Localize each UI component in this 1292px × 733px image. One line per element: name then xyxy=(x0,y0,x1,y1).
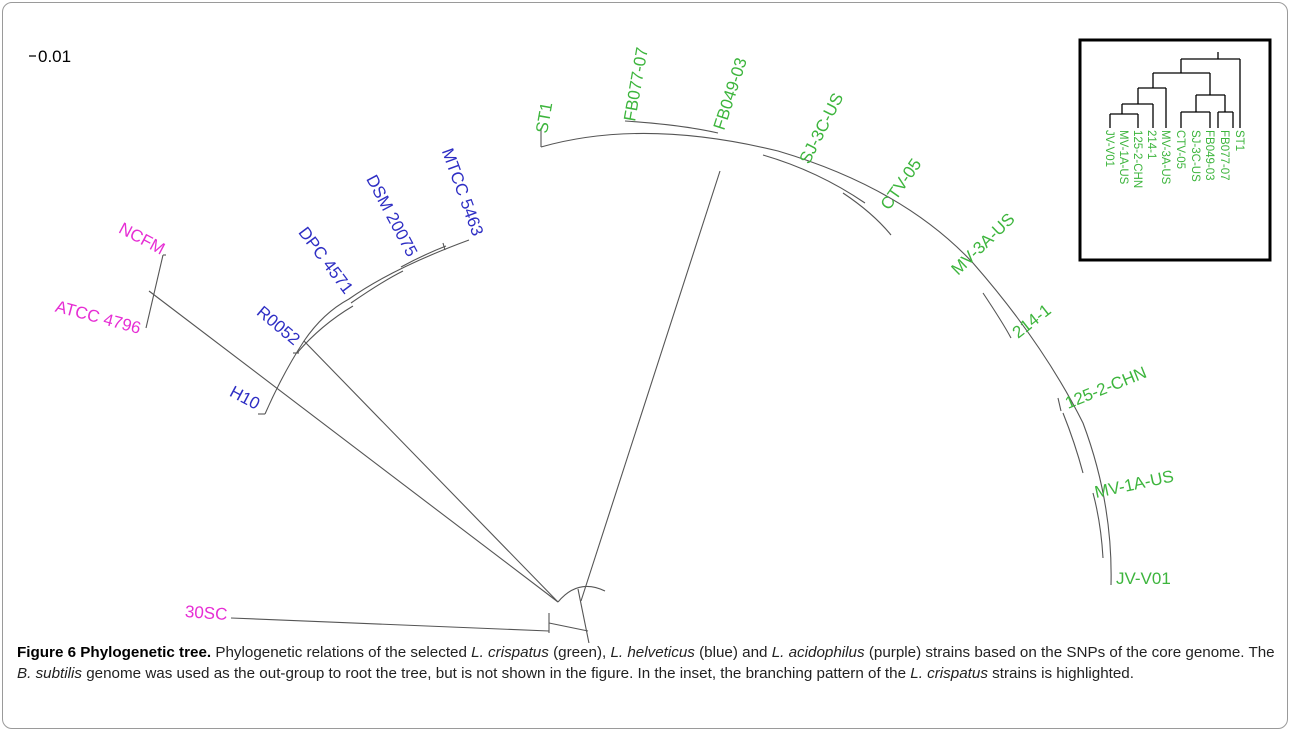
branch-125-stub xyxy=(1057,397,1062,412)
crispatus-inner-arc-4 xyxy=(982,292,1012,339)
inset-leaf: MV-1A-US xyxy=(1117,130,1129,185)
branch-helveticus xyxy=(303,340,559,603)
helveticus-arc xyxy=(264,239,470,415)
crispatus-inner-arc-3 xyxy=(842,192,892,236)
leaf-h10: H10 xyxy=(227,382,263,413)
acidophilus-arc xyxy=(145,254,164,329)
leaf-mv-3a-us: MV-3A-US xyxy=(948,209,1019,278)
leaf-214-1: 214-1 xyxy=(1009,300,1055,342)
leaf-fb049-03: FB049-03 xyxy=(710,55,751,132)
branch-30sc-link xyxy=(548,622,589,632)
figure-caption: Figure 6 Phylogenetic tree. Phylogenetic… xyxy=(17,642,1279,684)
leaf-ncfm: NCFM xyxy=(116,219,168,259)
helveticus-sub-arc-2 xyxy=(350,270,404,304)
leaf-st1: ST1 xyxy=(532,101,556,135)
caption-text: strains is highlighted. xyxy=(987,665,1134,682)
inset-dendrogram: JV-V01 MV-1A-US 125-2-CHN 214-1 MV-3A-US… xyxy=(1078,38,1272,262)
species-name: L. crispatus xyxy=(471,644,549,661)
branch-acidophilus xyxy=(148,290,559,603)
branch-30sc xyxy=(230,617,550,632)
species-name: L. crispatus xyxy=(910,665,988,682)
leaf-125-2-chn: 125-2-CHN xyxy=(1062,363,1149,413)
leaf-mtcc-5463: MTCC 5463 xyxy=(438,146,487,239)
inset-leaf: CTV-05 xyxy=(1174,130,1186,169)
helveticus-sub-arc-1 xyxy=(296,305,354,354)
leaf-mv-1a-us: MV-1A-US xyxy=(1093,467,1175,502)
inset-leaf: FB077-07 xyxy=(1218,130,1230,181)
figure-label: Figure 6 Phylogenetic tree. xyxy=(17,644,212,661)
scale-bar-label: 0.01 xyxy=(38,47,71,66)
inset-leaf: FB049-03 xyxy=(1203,130,1215,181)
inset-branches xyxy=(1109,52,1241,128)
leaf-dpc-4571: DPC 4571 xyxy=(295,223,357,297)
inset-frame xyxy=(1078,38,1272,262)
caption-text: genome was used as the out-group to root… xyxy=(82,665,911,682)
species-name: L. helveticus xyxy=(610,644,695,661)
leaf-dsm-20075: DSM 20075 xyxy=(362,172,421,260)
inset-leaf: MV-3A-US xyxy=(1159,130,1171,185)
leaf-r0052: R0052 xyxy=(253,302,304,349)
crispatus-inner-arc-5 xyxy=(1062,412,1084,474)
scale-bar: 0.01 xyxy=(29,47,71,66)
leaf-jv-v01: JV-V01 xyxy=(1116,569,1171,588)
inset-leaf: JV-V01 xyxy=(1103,130,1115,167)
inset-leaf: 214-1 xyxy=(1145,130,1157,159)
leaf-30sc: 30SC xyxy=(184,602,228,624)
root-arc xyxy=(557,585,606,603)
crispatus-inner-arc-6 xyxy=(1092,492,1104,559)
helveticus-labels: MTCC 5463 DSM 20075 DPC 4571 R0052 H10 xyxy=(227,146,488,414)
leaf-atcc-4796: ATCC 4796 xyxy=(53,297,142,338)
species-name: B. subtilis xyxy=(17,665,82,682)
acidophilus-labels: NCFM ATCC 4796 30SC xyxy=(53,219,228,624)
crispatus-outer-arc xyxy=(540,132,1112,586)
leaf-fb077-07: FB077-07 xyxy=(620,46,652,123)
phylogenetic-tree: 0.01 ST1 FB077-07 xyxy=(29,38,1272,643)
helveticus-sub-arc-3 xyxy=(400,245,447,268)
inset-leaf: ST1 xyxy=(1233,130,1245,151)
tree-branches xyxy=(145,120,1112,643)
inset-leaf: 125-2-CHN xyxy=(1131,130,1143,188)
leaf-sj-3c-us: SJ-3C-US xyxy=(796,90,848,167)
root-stem xyxy=(577,588,590,643)
species-name: L. acidophilus xyxy=(771,644,865,661)
crispatus-inner-arc-2 xyxy=(762,154,866,204)
branch-dsm-stub xyxy=(442,242,446,251)
inset-labels: JV-V01 MV-1A-US 125-2-CHN 214-1 MV-3A-US… xyxy=(1103,130,1245,188)
caption-text: (purple) strains based on the SNPs of th… xyxy=(864,644,1275,661)
branch-crispatus xyxy=(580,170,721,602)
caption-text: (blue) and xyxy=(694,644,772,661)
caption-text: (green), xyxy=(548,644,611,661)
inset-leaf: SJ-3C-US xyxy=(1189,130,1201,182)
caption-text: Phylogenetic relations of the selected xyxy=(211,644,472,661)
crispatus-inner-arc-1 xyxy=(624,120,719,134)
